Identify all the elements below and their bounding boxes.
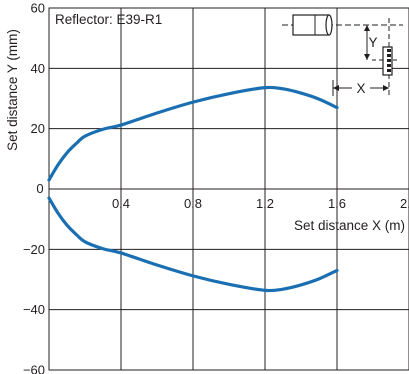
x-tick-label: 1.2 — [256, 196, 274, 211]
x-tick-label: 0.8 — [184, 196, 202, 211]
x-tick-label: 1.6 — [328, 196, 346, 211]
lower-detection-curve — [47, 196, 339, 293]
y-tick-label: 60 — [31, 1, 45, 16]
chart-grid — [49, 8, 409, 370]
y-axis-title: Set distance Y (mm) — [5, 29, 20, 151]
tick-labels: 0.4 0.8 1.2 1.6 2.0 0 60 40 20 −20 −40 −60 — [23, 1, 409, 374]
inset-y-label: Y — [368, 35, 377, 50]
y-tick-label: 40 — [31, 61, 45, 76]
sensor-body-shape — [292, 14, 330, 36]
y-tick-label: −60 — [23, 363, 45, 374]
y-tick-label: −40 — [23, 302, 45, 317]
x-origin-label: 0 — [36, 181, 43, 196]
x-tick-label: 0.4 — [112, 196, 130, 211]
x-tick-label: 2.0 — [400, 196, 409, 211]
plot-area-frame — [48, 7, 409, 371]
x-axis-title: Set distance X (m) — [294, 218, 405, 233]
sensor-lens-shape — [325, 14, 333, 36]
upper-detection-curve — [47, 85, 339, 182]
setup-diagram-inset: Y X — [282, 14, 403, 96]
y-tick-label: 20 — [31, 121, 45, 136]
y-tick-label: −20 — [23, 242, 45, 257]
chart-annotation: Reflector: E39-R1 — [55, 12, 162, 27]
data-curves — [47, 85, 339, 293]
inset-x-label: X — [356, 81, 365, 96]
